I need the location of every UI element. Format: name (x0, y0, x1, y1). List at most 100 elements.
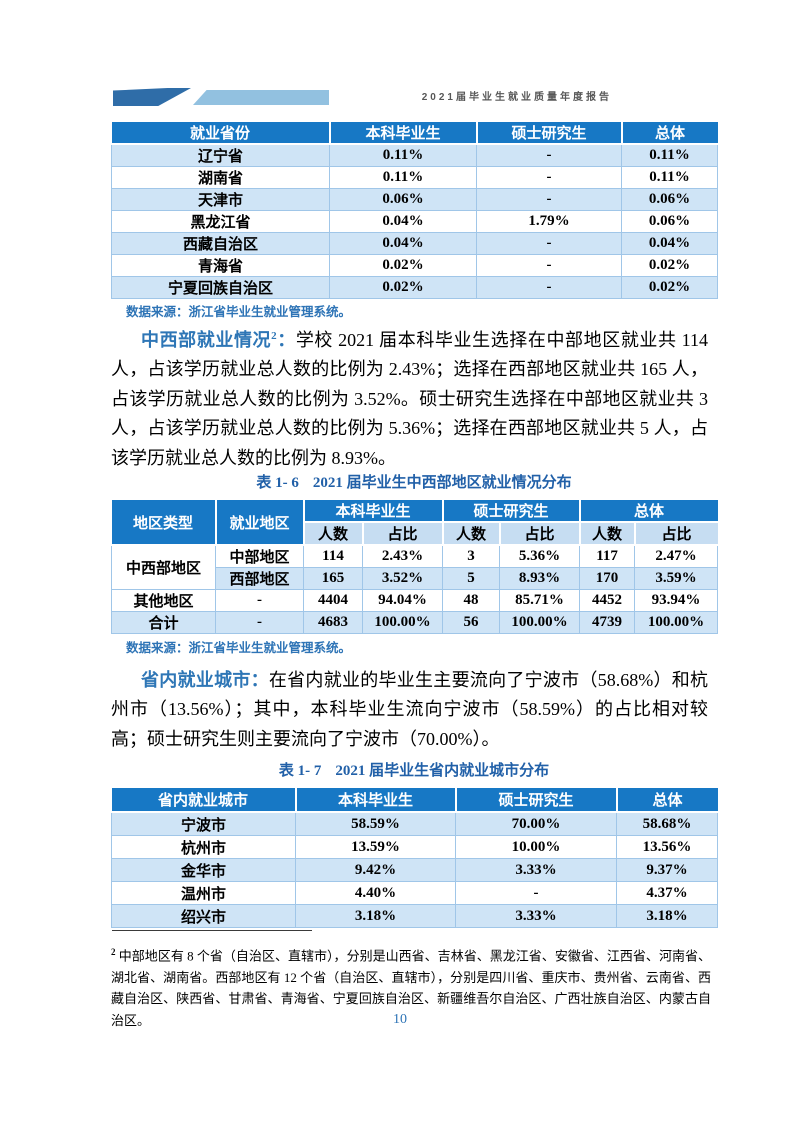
table-cell: 0.04% (621, 232, 718, 255)
footnote-text: 中部地区有 8 个省（自治区、直辖市），分别是山西省、吉林省、黑龙江省、安徽省、… (111, 948, 711, 1028)
table-row: 合计 -4683 100.00% 56 100.00% 4739 100.00% (111, 611, 719, 634)
table-row: 天津市 0.06% -0.06% (111, 188, 718, 211)
table-cell: 10.00% (455, 835, 617, 859)
table-cell: 0.11% (621, 166, 718, 189)
table-1-6-caption: 表 1- 6 2021 届毕业生中西部地区就业情况分布 (111, 471, 717, 492)
table-cell: 117 (579, 544, 636, 568)
table-cell: 165 (303, 567, 363, 590)
table-cell: 3.52% (361, 567, 444, 590)
table-cell: 温州市 (111, 881, 296, 905)
column-header: 硕士研究生 (442, 500, 581, 523)
paragraph-lead-colon: ： (276, 330, 296, 350)
table-cell: 杭州市 (111, 835, 296, 859)
table-cell: 58.68% (616, 811, 718, 836)
table-cell: - (476, 188, 622, 211)
table-cell: 3 (442, 544, 501, 568)
table-cell: 天津市 (111, 188, 330, 211)
logo (113, 88, 329, 106)
table-cell: 青海省 (111, 254, 330, 277)
table-cell: 4.40% (295, 881, 456, 905)
table-row: 金华市 9.42% 3.33% 9.37% (111, 858, 718, 882)
table-cell: 0.02% (621, 254, 718, 277)
table-cell: 8.93% (499, 567, 581, 590)
table-cell: 合计 (111, 611, 216, 634)
table-cell: 13.56% (616, 835, 718, 859)
table-cell: - (476, 166, 622, 189)
table-cell: 0.02% (329, 254, 477, 277)
column-header: 硕士研究生 (455, 788, 618, 813)
column-subheader: 占比 (362, 522, 444, 546)
table-row: 西藏自治区 0.04% -0.04% (111, 232, 718, 255)
table-cell: 4404 (303, 589, 363, 612)
table-row: 绍兴市 3.18% 3.33% 3.18% (111, 904, 718, 928)
table-cell: - (476, 276, 622, 299)
table-cell: 114 (303, 544, 363, 568)
column-subheader: 占比 (634, 522, 718, 546)
table-cell: 4739 (579, 611, 636, 634)
paragraph-lead: 省内就业城市 (141, 670, 251, 690)
table-cell: - (476, 143, 622, 167)
table-cell: 85.71% (499, 589, 581, 612)
column-header: 本科毕业生 (329, 122, 478, 145)
column-header: 总体 (616, 788, 718, 813)
table-cell: 9.42% (295, 858, 456, 882)
table-cell: 0.04% (329, 210, 477, 233)
paragraph-lead: 中西部就业情况 (141, 330, 272, 350)
table-cell: 0.06% (621, 188, 718, 211)
paragraph-lead-colon: ： (250, 670, 269, 690)
column-header: 总体 (579, 500, 718, 523)
table-cell: 3.18% (616, 904, 718, 928)
table-row: 中西部地区 中部地区 114 2.43% 3 5.36% 117 2.47% (111, 544, 719, 590)
column-header: 硕士研究生 (476, 122, 623, 145)
table-cell: 金华市 (111, 858, 296, 882)
caption-title: 2021 届毕业生中西部地区就业情况分布 (312, 475, 572, 491)
table-row: 辽宁省 0.11% -0.11% (111, 143, 718, 167)
table-row: 温州市 4.40% -4.37% (111, 881, 718, 905)
table-row: 杭州市 13.59% 10.00% 13.56% (111, 835, 718, 859)
table-header-row: 省内就业城市 本科毕业生 硕士研究生 总体 (111, 788, 718, 813)
table-cell: 0.02% (329, 276, 477, 299)
table-cell: 宁波市 (111, 811, 296, 836)
table-cell: 13.59% (295, 835, 456, 859)
table-cell: 0.11% (329, 166, 477, 189)
table-cell: 2.43% (361, 544, 444, 568)
table-cell: 其他地区 (111, 589, 216, 612)
paragraph-body: 学校 2021 届本科毕业生选择在中部地区就业共 114 人，占该学历就业总人数… (111, 330, 709, 468)
table-cell: - (476, 232, 622, 255)
column-header: 本科毕业生 (295, 788, 457, 813)
column-subheader: 占比 (499, 522, 581, 546)
page-number: 10 (393, 1012, 407, 1027)
table-cell: 3.59% (634, 567, 719, 590)
table-row: 其他地区 -4404 94.04% 48 85.71% 4452 93.94% (111, 589, 719, 612)
midwest-distribution-table: 地区类型 就业地区 本科毕业生 硕士研究生 总体 人数 占比 人数 占比 人数 … (111, 500, 719, 634)
table-cell: - (476, 254, 622, 277)
table-cell: 4683 (303, 611, 363, 634)
table-row: 宁波市 58.59% 70.00% 58.68% (111, 811, 718, 836)
table-cell: 170 (579, 567, 636, 590)
logo-bar-light (193, 90, 329, 105)
city-employment-paragraph: 省内就业城市：在省内就业的毕业生主要流向了宁波市（58.68%）和杭州市（13.… (111, 666, 708, 754)
table-cell: 3.33% (455, 904, 617, 928)
table-cell: 56 (442, 611, 501, 634)
data-source-note: 数据来源：浙江省毕业生就业管理系统。 (126, 641, 352, 655)
table-subheader-row: 人数 占比 人数 占比 人数 占比 (112, 522, 718, 546)
table-cell: - (215, 589, 304, 612)
table-cell: 湖南省 (111, 166, 330, 189)
footnote-reference: 2 (271, 330, 277, 342)
table-cell: 0.04% (329, 232, 477, 255)
table-cell: 100.00% (361, 611, 444, 634)
column-header: 就业省份 (111, 122, 331, 145)
column-subheader: 人数 (442, 522, 501, 546)
table-cell: 5 (442, 567, 501, 590)
table-cell: 西部地区 (215, 567, 304, 590)
column-header: 地区类型 (111, 500, 217, 546)
column-subheader: 人数 (579, 522, 636, 546)
table-cell: 4.37% (616, 881, 718, 905)
midwest-employment-paragraph: 中西部就业情况2：学校 2021 届本科毕业生选择在中部地区就业共 114 人，… (111, 322, 708, 473)
table-cell: 5.36% (499, 544, 581, 568)
footnote-separator (112, 930, 312, 931)
column-header: 省内就业城市 (111, 788, 297, 813)
province-employment-table: 就业省份 本科毕业生 硕士研究生 总体 辽宁省 0.11% -0.11% 湖南省 0.1… (111, 122, 718, 299)
table-row: 西部地区 165 3.52% 5 8.93% 170 3.59% (111, 567, 719, 590)
